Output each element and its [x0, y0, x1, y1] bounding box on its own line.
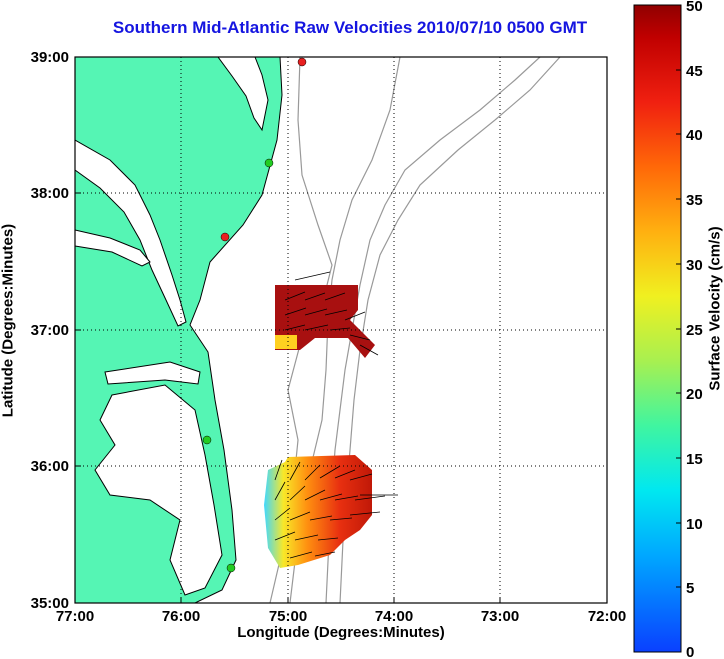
colorbar-tick-label: 5 [686, 580, 694, 597]
pamlico-sound [94, 384, 223, 596]
colorbar-tick-label: 30 [686, 257, 703, 274]
y-tick-label: 38:00 [31, 185, 69, 202]
colorbar-tick-label: 10 [686, 516, 703, 533]
x-tick-label: 76:00 [162, 608, 200, 625]
x-tick-label: 75:00 [269, 608, 307, 625]
velocity-patch-south [264, 455, 372, 568]
y-tick-label: 37:00 [31, 322, 69, 339]
radar-site-marker [297, 57, 307, 67]
north-patch-yellow-edge [275, 335, 297, 349]
y-tick-label: 36:00 [31, 458, 69, 475]
colorbar-tick-label: 45 [686, 63, 703, 80]
colorbar [633, 4, 682, 653]
bathymetry-contour-3 [325, 57, 541, 603]
x-axis-label: Longitude (Degrees:Minutes) [237, 624, 445, 641]
colorbar-tick-label: 40 [686, 127, 703, 144]
bathymetry-contour-4 [339, 57, 561, 603]
delaware-bay [217, 57, 269, 132]
x-tick-label: 73:00 [481, 608, 519, 625]
x-tick-label: 77:00 [56, 608, 94, 625]
colorbar-tick-label: 50 [686, 0, 703, 15]
colorbar-tick-label: 25 [686, 322, 703, 339]
colorbar-label: Surface Velocity (cm/s) [706, 226, 724, 391]
grid-lines [75, 57, 607, 603]
colorbar-tick-label: 20 [686, 386, 703, 403]
radar-site-marker [264, 158, 274, 168]
x-tick-label: 74:00 [375, 608, 413, 625]
plot-title: Southern Mid-Atlantic Raw Velocities 201… [112, 18, 588, 37]
radar-site-marker [226, 563, 236, 573]
y-axis-label: Latitude (Degrees:Minutes) [0, 223, 17, 418]
albemarle-sound [104, 361, 201, 385]
colorbar-tick-label: 0 [686, 644, 694, 659]
colorbar-tick-label: 15 [686, 451, 703, 468]
velocity-patch-north [275, 285, 375, 358]
chesapeake-bay [75, 139, 187, 327]
colorbar-tick-label: 35 [686, 192, 703, 209]
velocity-vectors [274, 271, 398, 559]
y-tick-label: 35:00 [31, 595, 69, 612]
x-tick-label: 72:00 [588, 608, 626, 625]
radar-site-marker [202, 435, 212, 445]
radar-site-marker [220, 232, 230, 242]
y-tick-label: 39:00 [31, 49, 69, 66]
potomac-river [75, 229, 151, 267]
